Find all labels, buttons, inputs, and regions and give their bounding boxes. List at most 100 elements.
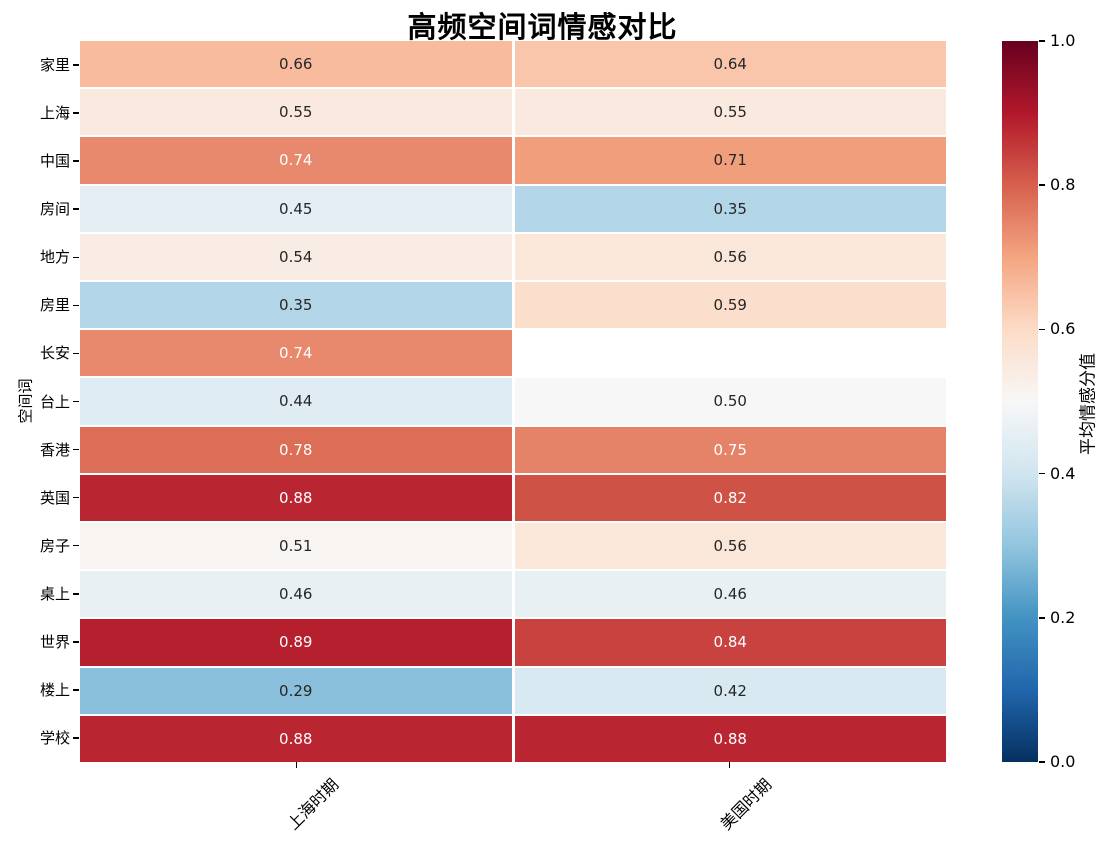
colorbar-label: 平均情感分值 (1078, 353, 1099, 455)
heatmap-cell-桌上-上海时期: 0.46 (80, 571, 512, 618)
cell-value: 0.56 (713, 537, 747, 556)
cell-value: 0.51 (279, 537, 313, 556)
colorbar-tick-mark (1039, 761, 1045, 763)
heatmap-cell-家里-美国时期: 0.64 (514, 41, 946, 88)
cell-value: 0.46 (713, 585, 747, 604)
heatmap-cell-上海-美国时期: 0.55 (514, 89, 946, 136)
heatmap-cell-长安-美国时期 (514, 330, 946, 377)
y-tick-mark (73, 496, 79, 499)
y-tick-label-房间: 房间 (39, 200, 70, 219)
colorbar-tick-mark (1039, 328, 1045, 331)
y-tick-mark (73, 641, 79, 643)
heatmap-cell-房间-上海时期: 0.45 (80, 185, 512, 232)
cell-value: 0.88 (713, 729, 747, 748)
cell-value: 0.29 (279, 681, 313, 700)
cell-value: 0.59 (713, 296, 747, 315)
cell-value: 0.78 (279, 440, 313, 459)
y-tick-label-长安: 长安 (39, 344, 70, 363)
cell-value: 0.46 (279, 585, 313, 604)
y-tick-label-世界: 世界 (39, 632, 70, 651)
colorbar-tick-mark (1039, 472, 1045, 475)
colorbar (1002, 41, 1038, 762)
cell-value: 0.64 (713, 55, 747, 74)
cell-value: 0.88 (279, 488, 313, 507)
y-tick-label-中国: 中国 (39, 152, 70, 171)
colorbar-tick-label-0.4: 0.4 (1050, 463, 1076, 483)
heatmap-cell-房里-上海时期: 0.35 (80, 281, 512, 329)
y-tick-label-地方: 地方 (39, 248, 70, 267)
heatmap-cell-房里-美国时期: 0.59 (514, 281, 946, 329)
cell-value: 0.66 (279, 55, 313, 74)
colorbar-tick-label-1.0: 1.0 (1050, 31, 1076, 50)
cell-value: 0.35 (713, 199, 747, 218)
colorbar-tick-mark (1039, 184, 1045, 186)
heatmap-cell-学校-美国时期: 0.88 (514, 715, 946, 762)
colorbar-tick-label-0.8: 0.8 (1050, 175, 1076, 195)
y-tick-label-英国: 英国 (39, 488, 70, 507)
heatmap-cell-英国-上海时期: 0.88 (80, 474, 512, 521)
heatmap-cell-楼上-美国时期: 0.42 (514, 667, 946, 714)
cell-value: 0.50 (713, 392, 747, 411)
heatmap-cell-地方-美国时期: 0.56 (514, 233, 946, 280)
heatmap-cell-英国-美国时期: 0.82 (514, 474, 946, 521)
heatmap-cell-上海-上海时期: 0.55 (80, 89, 512, 136)
colorbar-tick-label-0.0: 0.0 (1050, 752, 1076, 771)
x-tick-mark (728, 762, 731, 768)
y-tick-label-房里: 房里 (39, 296, 70, 315)
cell-value: 0.44 (279, 392, 313, 411)
y-tick-label-楼上: 楼上 (39, 680, 70, 699)
heatmap-cell-房子-美国时期: 0.56 (514, 522, 946, 570)
y-tick-label-学校: 学校 (39, 728, 70, 747)
cell-value: 0.75 (713, 440, 747, 459)
colorbar-tick-label-0.2: 0.2 (1050, 607, 1076, 627)
colorbar-tick-mark (1039, 40, 1045, 42)
heatmap-cell-家里-上海时期: 0.66 (80, 41, 512, 88)
y-axis-label: 空间词 (16, 378, 35, 424)
y-tick-mark (73, 256, 79, 259)
heatmap-cell-学校-上海时期: 0.88 (80, 715, 512, 762)
heatmap-cell-台上-美国时期: 0.50 (514, 378, 946, 425)
y-tick-mark (73, 448, 79, 451)
heatmap-cell-中国-美国时期: 0.71 (514, 137, 946, 184)
cell-value: 0.55 (713, 103, 747, 122)
cell-value: 0.55 (279, 103, 313, 122)
chart-title: 高频空间词情感对比 (407, 10, 678, 44)
y-tick-mark (73, 544, 79, 547)
cell-value: 0.89 (279, 633, 313, 652)
cell-value: 0.42 (713, 681, 747, 700)
colorbar-tick-mark (1039, 617, 1045, 619)
heatmap-cell-房间-美国时期: 0.35 (514, 185, 946, 232)
heatmap-cell-世界-上海时期: 0.89 (80, 619, 512, 666)
x-tick-mark (295, 762, 298, 768)
heatmap-cell-长安-上海时期: 0.74 (80, 330, 512, 377)
colorbar-tick-label-0.6: 0.6 (1050, 319, 1076, 339)
x-tick-label-上海时期: 上海时期 (284, 774, 343, 834)
cell-value: 0.82 (713, 488, 747, 507)
heatmap-cell-香港-美国时期: 0.75 (514, 426, 946, 473)
heatmap-cell-房子-上海时期: 0.51 (80, 522, 512, 570)
cell-value: 0.71 (713, 151, 747, 170)
cell-value: 0.56 (713, 247, 747, 266)
y-tick-label-房子: 房子 (39, 536, 70, 555)
cell-value: 0.45 (279, 199, 313, 218)
y-tick-mark (73, 64, 79, 66)
y-tick-mark (73, 689, 79, 691)
cell-value: 0.84 (713, 633, 747, 652)
heatmap-cell-世界-美国时期: 0.84 (514, 619, 946, 666)
cell-value: 0.74 (279, 151, 313, 170)
x-tick-label-美国时期: 美国时期 (717, 774, 776, 834)
heatmap-grid: 0.66 0.64 0.55 0.55 0.74 0.71 0.45 0.35 0.54 0.56… (80, 41, 946, 762)
y-tick-mark (73, 400, 79, 403)
cell-value: 0.88 (279, 729, 313, 748)
heatmap-cell-楼上-上海时期: 0.29 (80, 667, 512, 714)
y-tick-mark (73, 112, 79, 114)
y-tick-mark (73, 304, 79, 307)
y-tick-label-家里: 家里 (39, 56, 70, 75)
heatmap-cell-地方-上海时期: 0.54 (80, 233, 512, 280)
y-tick-label-香港: 香港 (39, 440, 70, 459)
y-tick-mark (73, 352, 79, 355)
heatmap-cell-桌上-美国时期: 0.46 (514, 571, 946, 618)
y-tick-mark (73, 593, 79, 595)
y-tick-mark (73, 208, 79, 210)
